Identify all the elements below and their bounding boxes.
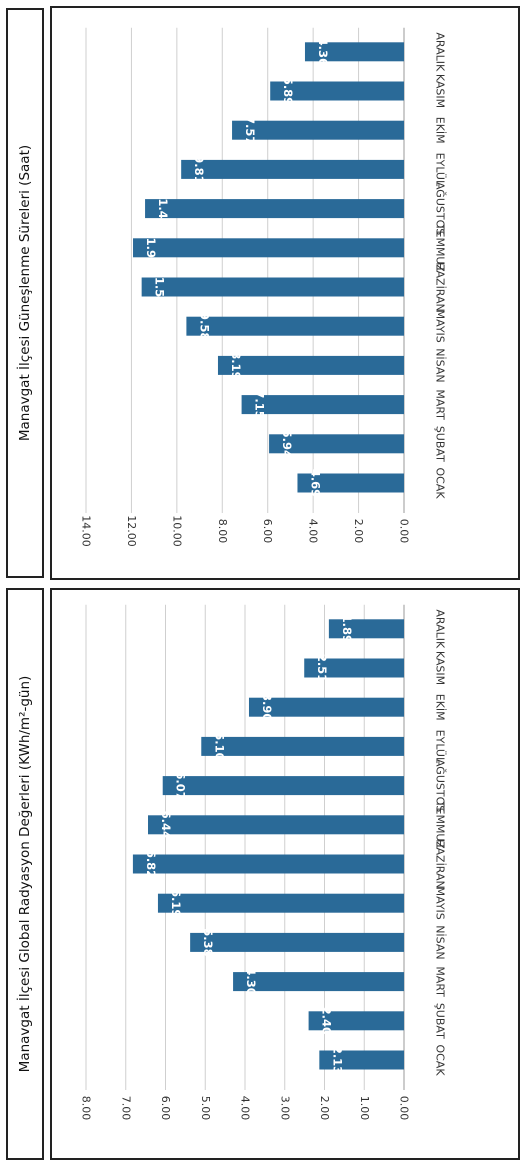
chart2-tick-label: 6.00 <box>159 1096 172 1121</box>
chart1-category-label: KASIM <box>434 74 447 108</box>
chart1-tick-label: 14.00 <box>80 515 93 547</box>
chart2-bar <box>157 893 404 913</box>
chart1-category-label: ARALIK <box>434 32 447 72</box>
chart1-value-label: 11.93 <box>144 230 158 266</box>
chart2-title: Manavgat İlçesi Global Radyasyon Değerle… <box>17 675 33 1073</box>
chart1-title-box: Manavgat İlçesi Güneşlenme Süreleri (Saa… <box>6 8 44 578</box>
chart2-tick-label: 5.00 <box>199 1096 212 1121</box>
chart2-bar <box>162 776 404 796</box>
chart2-bar <box>308 1011 404 1031</box>
chart2-value-label: 1.89 <box>340 615 354 643</box>
chart1-tick-label: 4.00 <box>307 519 320 544</box>
chart1-bar <box>241 395 404 415</box>
chart1-value-label: 8.19 <box>229 351 243 379</box>
chart2-bar <box>328 619 404 639</box>
chart1-bar <box>133 238 405 258</box>
chart2-bar <box>248 697 404 717</box>
chart1-value-label: 9.81 <box>192 155 206 183</box>
chart2-tick-label: 1.00 <box>358 1096 371 1121</box>
chart2-value-label: 5.10 <box>212 732 226 760</box>
chart1-bar <box>297 473 404 493</box>
chart1-bar <box>269 434 404 454</box>
chart1-value-label: 4.69 <box>308 469 322 497</box>
chart2-value-label: 5.38 <box>201 928 215 956</box>
chart1-title: Manavgat İlçesi Güneşlenme Süreleri (Saa… <box>17 144 33 442</box>
chart2-category-label: KASIM <box>434 651 447 685</box>
chart2-tick-label: 2.00 <box>318 1096 331 1121</box>
chart2-category-label: ŞUBAT <box>434 1003 447 1039</box>
chart2-category-label: HAZİRAN <box>434 839 447 889</box>
chart2-category-label: ARALIK <box>434 609 447 649</box>
chart2-category-label: MAYIS <box>434 887 447 920</box>
chart2-value-label: 6.19 <box>169 889 183 917</box>
chart2-category-label: EKİM <box>434 694 447 721</box>
chart2-tick-label: 0.00 <box>398 1096 411 1121</box>
chart2-svg: 0.00 1.00 2.00 3.00 4.00 5.00 6.00 7.00 8.00 2.13… <box>80 604 447 1121</box>
chart2-tick-label: 3.00 <box>278 1096 291 1121</box>
chart2-value-label: 2.13 <box>330 1046 344 1074</box>
chart1-tick-label: 10.00 <box>170 515 183 547</box>
chart1-category-label: NİSAN <box>434 348 447 382</box>
chart1-value-label: 9.58 <box>197 312 211 340</box>
chart2-category-label: EYLÜL <box>434 730 447 764</box>
chart1-category-label: HAZİRAN <box>434 262 447 312</box>
chart2-category-label: AĞUSTOS <box>434 759 447 812</box>
chart2-value-label: 4.30 <box>244 967 258 995</box>
chart1-tick-label: 6.00 <box>261 519 274 544</box>
chart2-bar <box>190 932 404 952</box>
chart1-value-label: 11.40 <box>156 190 170 226</box>
chart2-bar <box>233 972 404 992</box>
chart1-tick-label: 0.00 <box>398 519 411 544</box>
chart1-svg: 0.00 2.00 4.00 6.00 8.00 10.00 12.00 14.00 4.69 O… <box>80 27 447 547</box>
chart1-category-label: AĞUSTOS <box>434 182 447 235</box>
chart2-category-label: TEMMUZ <box>434 800 447 850</box>
chart1-tick-label: 12.00 <box>125 515 138 547</box>
chart2-value-label: 3.90 <box>260 693 274 721</box>
chart1-bar <box>141 277 404 297</box>
chart1-bar <box>232 120 404 140</box>
chart1-tick-label: 2.00 <box>352 519 365 544</box>
chart1-value-label: 11.55 <box>153 269 167 305</box>
chart2-bar <box>201 736 404 756</box>
chart1-category-label: MART <box>434 389 447 420</box>
chart2-bar <box>148 815 404 835</box>
chart2-tick-label: 4.00 <box>239 1096 252 1121</box>
chart1-tick-label: 8.00 <box>216 519 229 544</box>
chart2-bar <box>132 854 404 874</box>
chart2-panel: 0.00 1.00 2.00 3.00 4.00 5.00 6.00 7.00 8.00 2.13… <box>50 588 520 1160</box>
chart2-tick-label: 7.00 <box>119 1096 132 1121</box>
chart2-value-label: 6.07 <box>174 771 188 799</box>
chart1-value-label: 7.15 <box>253 390 267 418</box>
chart1-bar <box>145 199 405 219</box>
chart2-value-label: 2.51 <box>315 654 329 682</box>
chart1-value-label: 7.57 <box>243 116 257 144</box>
chart1-category-label: TEMMUZ <box>434 223 447 273</box>
chart1-bar <box>217 355 404 375</box>
chart1-bar <box>270 81 404 101</box>
chart1-bar <box>304 42 404 62</box>
chart2-value-label: 2.40 <box>320 1007 334 1035</box>
chart1-bar <box>181 159 404 179</box>
chart2-category-label: NİSAN <box>434 925 447 959</box>
chart1-value-label: 5.89 <box>281 77 295 105</box>
chart2-bar <box>304 658 404 678</box>
chart2-title-box: Manavgat İlçesi Global Radyasyon Değerle… <box>6 588 44 1160</box>
chart2-value-label: 6.44 <box>159 811 173 839</box>
chart2-bar <box>319 1050 404 1070</box>
chart1-value-label: 4.36 <box>316 38 330 66</box>
chart2-tick-label: 8.00 <box>80 1096 93 1121</box>
chart1-panel: 0.00 2.00 4.00 6.00 8.00 10.00 12.00 14.00 4.69 O… <box>50 6 520 580</box>
chart1-category-label: EKİM <box>434 117 447 144</box>
chart2-category-label: OCAK <box>434 1044 447 1076</box>
chart1-bar <box>186 316 404 336</box>
chart1-category-label: ŞUBAT <box>434 426 447 462</box>
chart1-value-label: 5.94 <box>280 430 294 458</box>
chart2-value-label: 6.82 <box>144 850 158 878</box>
chart1-category-label: EYLÜL <box>434 153 447 187</box>
chart2-category-label: MART <box>434 966 447 997</box>
chart1-category-label: OCAK <box>434 467 447 499</box>
chart1-category-label: MAYIS <box>434 310 447 343</box>
